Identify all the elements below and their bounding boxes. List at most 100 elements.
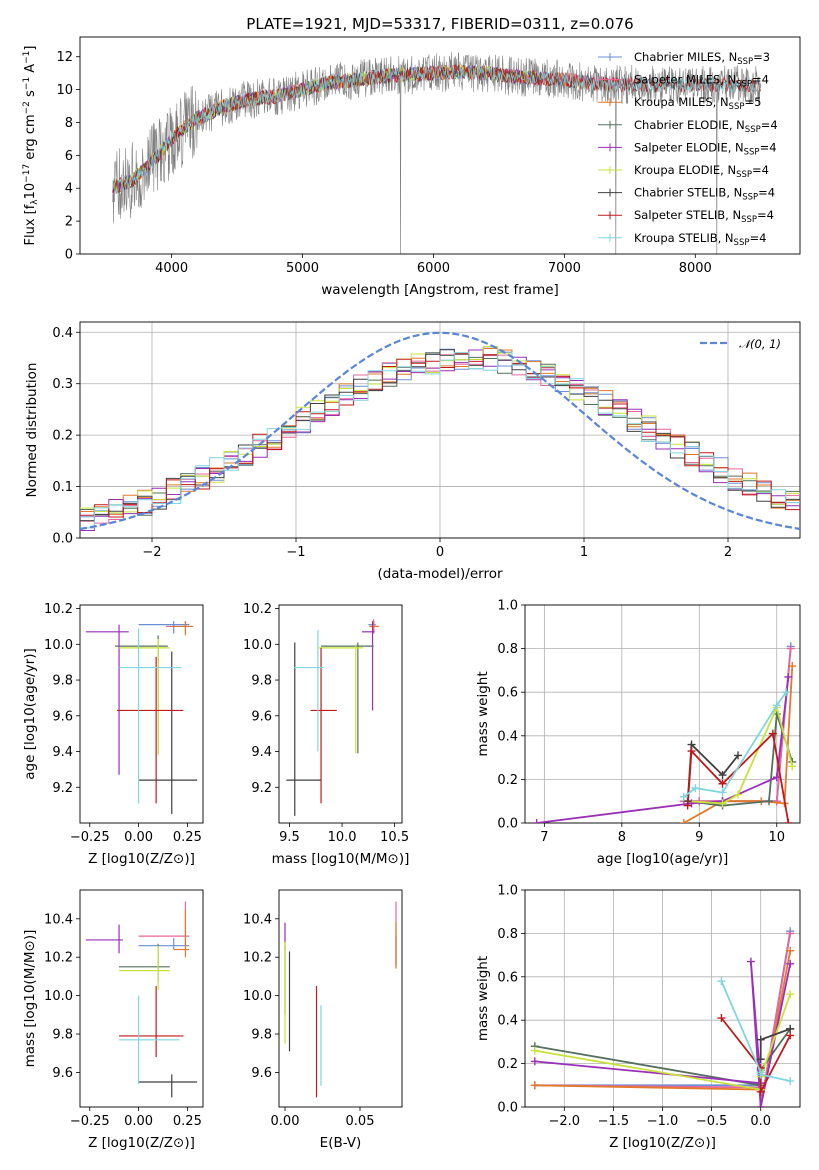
weight-marker: [734, 790, 743, 799]
axes-frame: 4000 5000 6000 7000 8000 0 2 4 6 8 10 12 wavelength …: [22, 36, 801, 298]
axes-frame: −0.25 0.00 0.25 9.2 9.4 9.6 9.8 10.0 10.2 Z [log1…: [22, 602, 204, 867]
y-tick-label: 9.4: [52, 745, 73, 760]
x-axis-label: wavelength [Angstrom, rest frame]: [321, 282, 559, 298]
plot-border: [524, 604, 801, 824]
y-tick-label: 10.4: [243, 912, 272, 927]
weight-marker: [772, 797, 781, 806]
legend-label: 𝒩(0, 1): [739, 337, 781, 351]
y-tick-label: 10.2: [44, 602, 73, 617]
weight-marker: [784, 819, 793, 823]
error-bar-point: [138, 901, 190, 946]
y-tick-label: 10.2: [243, 602, 272, 617]
y-tick-label: 0.6: [497, 970, 518, 985]
x-tick-label: −2: [142, 545, 161, 560]
y-tick-label: 9.8: [52, 674, 73, 689]
weight-marker: [756, 1087, 765, 1096]
y-tick-label: 9.8: [251, 1028, 272, 1043]
legend-label: Chabrier STELIB, NSSP=4: [634, 186, 775, 203]
legend-label: Kroupa STELIB, NSSP=4: [634, 231, 766, 248]
error-bar-point: [286, 642, 322, 816]
error-bar-point: [173, 909, 190, 958]
x-axis-label: (data-model)/error: [377, 566, 503, 582]
y-tick-label: 9.2: [251, 781, 272, 796]
y-tick-label: 0.4: [497, 729, 518, 744]
plot-border: [79, 604, 204, 824]
weight-marker: [718, 771, 727, 780]
weight-marker: [532, 819, 541, 823]
error-bar-point: [165, 621, 192, 634]
x-tick-label: 0: [436, 545, 444, 560]
plot-area: [80, 331, 800, 531]
plot-border: [278, 889, 403, 1108]
y-tick-label: 10.4: [44, 912, 73, 927]
x-tick-label: −1.5: [598, 1114, 630, 1129]
weight-marker: [679, 792, 688, 801]
weight-series: [683, 729, 793, 823]
y-tick-label: 2: [65, 215, 73, 230]
x-tick-label: 8: [618, 830, 626, 845]
weight-series: [679, 688, 791, 801]
y-axis-label: mass weight: [475, 671, 491, 756]
legend-label: Kroupa ELODIE, NSSP=4: [634, 163, 769, 180]
y-axis-label: Flux [fλ10−17 erg cm−2 s−1 A−1]: [22, 46, 40, 246]
legend-label: Salpeter MILES, NSSP=4: [634, 73, 769, 90]
x-tick-label: 10.0: [328, 830, 357, 845]
legend-label: Chabrier MILES, NSSP=3: [634, 50, 770, 67]
error-bar-point: [310, 647, 337, 804]
mass-vs-metallicity-panel: −0.25 0.00 0.25 9.6 9.8 10.0 10.2 10.4 Z [log10(…: [22, 889, 204, 1151]
y-tick-label: 9.2: [52, 781, 73, 796]
weight-marker: [530, 1046, 539, 1055]
x-tick-label: 0.00: [271, 1114, 300, 1129]
y-tick-label: 0.2: [497, 773, 518, 788]
x-tick-label: −1.0: [647, 1114, 679, 1129]
y-tick-label: 0.8: [497, 927, 518, 942]
plot-area: [112, 52, 762, 254]
x-axis-label: E(B-V): [320, 1135, 362, 1151]
axes-frame: −0.25 0.00 0.25 9.6 9.8 10.0 10.2 10.4 Z [log10(…: [22, 889, 204, 1151]
weight-marker: [718, 779, 727, 788]
y-tick-label: 9.6: [251, 709, 272, 724]
x-tick-label: −0.5: [696, 1114, 728, 1129]
axes-frame: 9.5 10.0 10.5 9.2 9.4 9.6 9.8 10.0 10.2 mass [log…: [243, 602, 409, 867]
weight-marker: [530, 1081, 539, 1090]
y-tick-label: 0.6: [497, 686, 518, 701]
plot-area: [532, 642, 797, 823]
x-tick-label: 10: [768, 830, 785, 845]
y-tick-label: 10.0: [243, 638, 272, 653]
axes-frame: 0.00 0.05 9.6 9.8 10.0 10.2 10.4 E(B-V): [243, 889, 403, 1151]
error-bar-point: [119, 943, 170, 983]
weight-marker: [788, 662, 797, 671]
plot-area: [530, 927, 795, 1107]
error-bar-point: [138, 651, 198, 815]
y-axis-label: mass [log10(M/M⊙)]: [22, 930, 38, 1068]
error-bar-point: [293, 630, 324, 752]
legend-label: Salpeter STELIB, NSSP=4: [634, 208, 774, 225]
weight-marker: [683, 801, 692, 810]
weight-marker: [772, 773, 781, 782]
y-tick-label: 12: [56, 50, 73, 65]
plot-area: [286, 619, 379, 816]
weight-marker: [718, 799, 727, 808]
error-bar-point: [119, 638, 170, 756]
weight-series: [717, 977, 795, 1085]
age-vs-mass-panel: 9.5 10.0 10.5 9.2 9.4 9.6 9.8 10.0 10.2 mass [log…: [243, 602, 409, 867]
weight-marker: [768, 729, 777, 738]
x-axis-label: age [log10(age/yr)]: [597, 851, 729, 867]
x-tick-label: −2.0: [548, 1114, 580, 1129]
weight-marker: [717, 977, 726, 986]
x-tick-label: 7000: [548, 261, 581, 276]
legend: 𝒩(0, 1): [700, 337, 781, 351]
error-bar-point: [369, 621, 379, 632]
plot-border: [524, 889, 801, 1108]
weight-marker: [687, 747, 696, 756]
x-tick-label: 7: [540, 830, 548, 845]
weight-marker: [786, 1031, 795, 1040]
y-tick-label: 1.0: [497, 599, 518, 614]
weight-marker: [746, 957, 755, 966]
x-tick-label: −0.25: [70, 830, 110, 845]
legend-label: Chabrier ELODIE, NSSP=4: [634, 118, 778, 135]
error-bar-point: [138, 938, 190, 950]
y-tick-label: 10.0: [243, 989, 272, 1004]
mass-vs-ebv-panel: 0.00 0.05 9.6 9.8 10.0 10.2 10.4 E(B-V): [243, 889, 403, 1151]
